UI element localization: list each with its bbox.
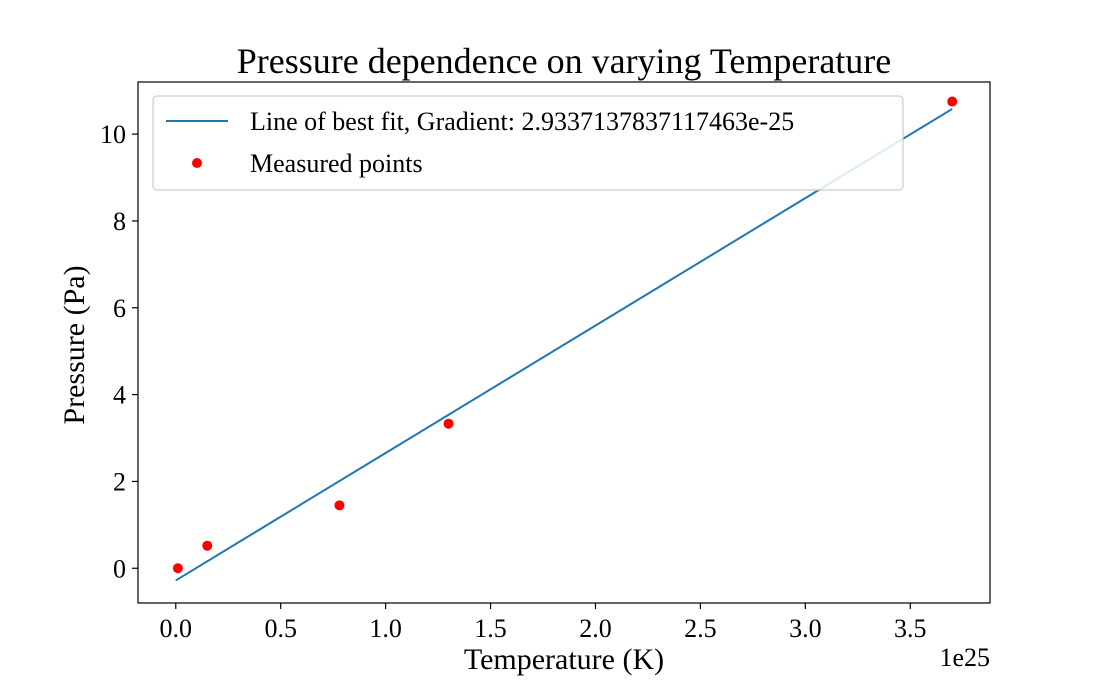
y-axis-label: Pressure (Pa) <box>58 265 91 424</box>
x-axis-ticks: 0.0 0.5 1.0 1.5 2.0 2.5 3.0 3.5 <box>160 603 927 643</box>
x-axis-offset-label: 1e25 <box>939 643 990 672</box>
y-axis-ticks: 0 2 4 6 8 10 <box>100 120 138 583</box>
x-tick-label: 0.0 <box>160 614 193 643</box>
legend-point-swatch <box>192 158 202 168</box>
y-tick-label: 8 <box>113 207 126 236</box>
x-tick-label: 3.5 <box>894 614 927 643</box>
chart-title: Pressure dependence on varying Temperatu… <box>237 41 892 81</box>
x-tick-label: 1.5 <box>474 614 507 643</box>
measured-point <box>172 563 183 574</box>
legend-box <box>152 95 904 191</box>
x-tick-label: 3.0 <box>789 614 822 643</box>
x-tick-label: 2.5 <box>684 614 717 643</box>
series-layer-points <box>172 96 958 574</box>
measured-point <box>947 96 958 107</box>
y-tick-label: 6 <box>113 294 126 323</box>
y-tick-label: 4 <box>113 381 126 410</box>
y-tick-label: 2 <box>113 467 126 496</box>
x-tick-label: 2.0 <box>579 614 612 643</box>
x-tick-label: 1.0 <box>369 614 402 643</box>
legend: Line of best fit, Gradient: 2.9337137837… <box>152 95 904 191</box>
measured-point <box>202 540 213 551</box>
legend-entry-best-fit: Line of best fit, Gradient: 2.9337137837… <box>250 107 794 136</box>
y-tick-label: 0 <box>113 554 126 583</box>
x-tick-label: 0.5 <box>264 614 297 643</box>
measured-point <box>334 500 345 511</box>
x-axis-label: Temperature (K) <box>464 643 664 676</box>
measured-point <box>443 418 454 429</box>
y-tick-label: 10 <box>100 120 126 149</box>
plot-area-frame <box>137 81 991 604</box>
legend-entry-measured-points: Measured points <box>250 149 423 178</box>
